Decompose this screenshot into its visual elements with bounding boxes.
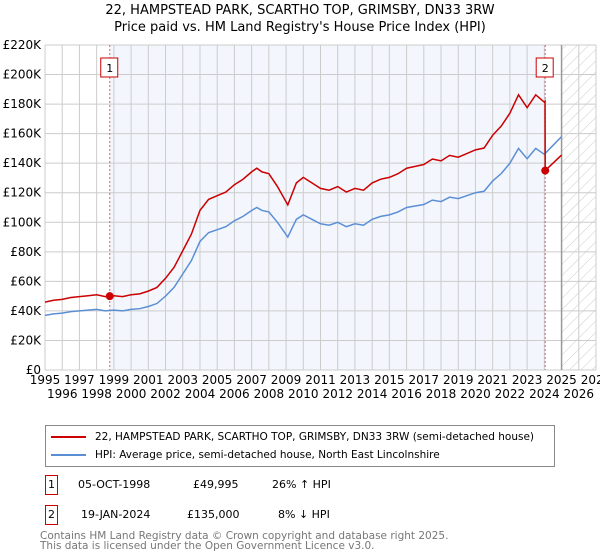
x-tick-label: 2018 bbox=[426, 387, 457, 401]
table-row: 2 19-JAN-2024 £135,000 8% ↓ HPI bbox=[45, 505, 445, 525]
y-tick-label: £20K bbox=[10, 333, 42, 347]
y-tick-label: £100K bbox=[3, 215, 43, 229]
footer-licence: This data is licensed under the Open Gov… bbox=[40, 540, 375, 552]
y-tick-label: £220K bbox=[3, 38, 43, 52]
footer: Contains HM Land Registry data © Crown c… bbox=[40, 530, 449, 552]
x-tick-label: 2006 bbox=[219, 387, 250, 401]
x-tick-label: 2027 bbox=[581, 373, 600, 387]
x-tick-label: 2000 bbox=[116, 387, 147, 401]
y-tick-label: £120K bbox=[3, 186, 43, 200]
legend-red-line bbox=[51, 436, 86, 438]
x-tick-label: 2025 bbox=[546, 373, 577, 387]
sale-price: £49,995 bbox=[193, 478, 239, 491]
x-tick-label: 2003 bbox=[167, 373, 198, 387]
x-tick-label: 2011 bbox=[305, 373, 336, 387]
legend-hpi: HPI: Average price, semi-detached house,… bbox=[95, 449, 440, 461]
sale-label-box bbox=[100, 57, 119, 78]
x-tick-label: 2013 bbox=[340, 373, 371, 387]
x-tick-label: 2017 bbox=[409, 373, 440, 387]
table-row: 1 05-OCT-1998 £49,995 26% ↑ HPI bbox=[45, 475, 445, 495]
x-tick-label: 2023 bbox=[512, 373, 543, 387]
x-tick-label: 2022 bbox=[495, 387, 526, 401]
x-tick-label: 2001 bbox=[133, 373, 164, 387]
sale-price: £135,000 bbox=[187, 508, 240, 521]
y-tick-label: £140K bbox=[3, 156, 43, 170]
chart-subtitle: Price paid vs. HM Land Registry's House … bbox=[114, 20, 486, 35]
x-tick-label: 2024 bbox=[529, 387, 560, 401]
y-tick-label: £200K bbox=[3, 68, 43, 82]
sale-point bbox=[541, 166, 550, 175]
y-tick-label: £160K bbox=[3, 127, 43, 141]
x-tick-label: 2016 bbox=[391, 387, 422, 401]
x-tick-label: 1997 bbox=[64, 373, 95, 387]
sale-badge: 2 bbox=[45, 505, 58, 525]
sale-point bbox=[105, 292, 114, 301]
sale-label-box bbox=[535, 57, 554, 78]
x-tick-label: 2014 bbox=[357, 387, 388, 401]
sale-hpi: 8% ↓ HPI bbox=[278, 508, 330, 521]
x-tick-label: 2026 bbox=[564, 387, 595, 401]
chart-title: 22, HAMPSTEAD PARK, SCARTHO TOP, GRIMSBY… bbox=[105, 3, 495, 18]
x-tick-label: 1995 bbox=[30, 373, 61, 387]
legend-property: 22, HAMPSTEAD PARK, SCARTHO TOP, GRIMSBY… bbox=[95, 431, 535, 443]
sale-label: 2 bbox=[542, 62, 549, 75]
x-tick-label: 1998 bbox=[81, 387, 112, 401]
sale-date: 05-OCT-1998 bbox=[78, 478, 151, 491]
x-tick-label: 2010 bbox=[288, 387, 319, 401]
legend-blue-line bbox=[51, 454, 86, 456]
legend: 22, HAMPSTEAD PARK, SCARTHO TOP, GRIMSBY… bbox=[45, 425, 555, 467]
price-chart: £0 £20K £40K £60K £80K £100K £120K £140K £160K £1… bbox=[3, 38, 600, 401]
x-tick-label: 2015 bbox=[374, 373, 405, 387]
x-tick-label: 2002 bbox=[150, 387, 181, 401]
footer-copyright: Contains HM Land Registry data © Crown c… bbox=[40, 530, 449, 542]
x-tick-label: 2019 bbox=[443, 373, 474, 387]
x-tick-label: 2008 bbox=[254, 387, 285, 401]
sale-label: 1 bbox=[106, 62, 113, 75]
y-tick-label: £180K bbox=[3, 97, 43, 111]
sale-hpi: 26% ↑ HPI bbox=[272, 478, 331, 491]
y-tick-label: £40K bbox=[10, 304, 42, 318]
x-tick-label: 2005 bbox=[202, 373, 233, 387]
x-tick-label: 2007 bbox=[236, 373, 267, 387]
sale-badge: 1 bbox=[45, 475, 58, 495]
y-tick-label: £80K bbox=[10, 245, 42, 259]
property-price-line bbox=[44, 93, 563, 303]
y-tick-label: £60K bbox=[10, 274, 42, 288]
x-tick-label: 1996 bbox=[47, 387, 78, 401]
x-tick-label: 1999 bbox=[99, 373, 130, 387]
x-tick-label: 2009 bbox=[271, 373, 302, 387]
x-tick-label: 2004 bbox=[185, 387, 216, 401]
x-tick-label: 2012 bbox=[322, 387, 353, 401]
y-tick-label: £0 bbox=[26, 363, 41, 377]
sale-date: 19-JAN-2024 bbox=[81, 508, 151, 521]
x-tick-label: 2020 bbox=[460, 387, 491, 401]
hpi-line bbox=[44, 136, 563, 317]
x-tick-label: 2021 bbox=[477, 373, 508, 387]
sale-period-shading bbox=[109, 45, 546, 370]
